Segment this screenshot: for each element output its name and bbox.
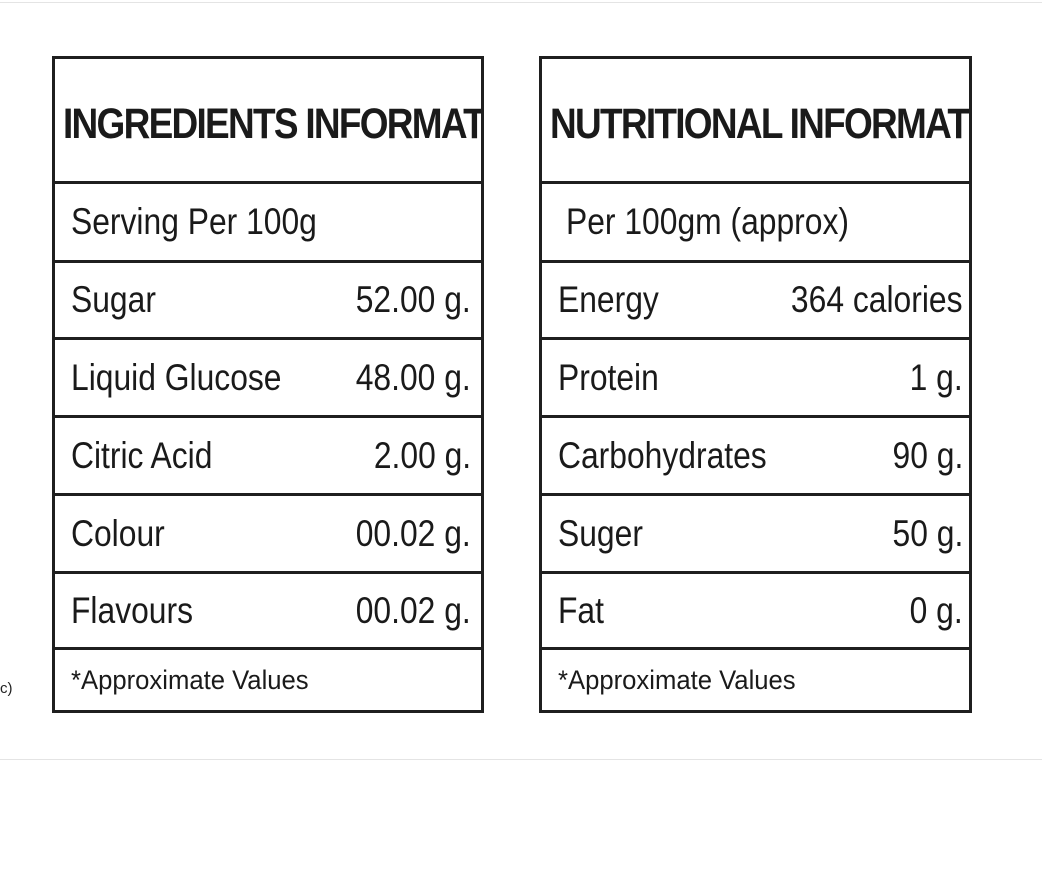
nutrient-label: Fat — [558, 589, 604, 631]
nutrition-serving-row: Per 100gm (approx) — [542, 181, 969, 260]
nutrient-value: 1 g. — [909, 356, 963, 398]
nutrient-value: 50 g. — [892, 512, 963, 554]
ingredient-value: 48.00 g. — [355, 356, 471, 398]
nutrient-value: 364 calories — [791, 279, 963, 320]
nutrient-label: Energy — [558, 279, 659, 320]
nutrition-footnote: *Approximate Values — [542, 647, 969, 710]
ingredient-row: Citric Acid 2.00 g. — [55, 415, 481, 493]
ingredient-row: Liquid Glucose 48.00 g. — [55, 337, 481, 415]
ingredient-row: Flavours 00.02 g. — [55, 571, 481, 647]
nutrition-title-text: NUTRITIONAL INFORMATION — [550, 99, 969, 148]
ingredient-value: 2.00 g. — [373, 434, 471, 476]
bottom-divider — [0, 759, 1042, 760]
nutrient-row: Energy 364 calories — [542, 260, 969, 337]
ingredients-title: INGREDIENTS INFORMATION* — [55, 59, 481, 181]
ingredient-label: Flavours — [71, 589, 194, 631]
ingredient-label: Citric Acid — [71, 434, 213, 476]
nutrition-footnote-text: *Approximate Values — [558, 664, 796, 695]
ingredient-label: Liquid Glucose — [71, 356, 282, 398]
ingredient-label: Sugar — [71, 279, 156, 320]
nutrition-serving-text: Per 100gm (approx) — [566, 201, 849, 242]
nutrient-row: Protein 1 g. — [542, 337, 969, 415]
nutrient-value: 0 g. — [909, 589, 963, 631]
nutrient-row: Suger 50 g. — [542, 493, 969, 571]
nutrition-title: NUTRITIONAL INFORMATION — [542, 59, 969, 181]
ingredients-title-text: INGREDIENTS INFORMATION* — [63, 99, 481, 148]
top-divider — [0, 2, 1042, 3]
ingredient-label: Colour — [71, 512, 165, 554]
ingredients-serving-text: Serving Per 100g — [71, 201, 317, 242]
nutritional-information-table: NUTRITIONAL INFORMATION Per 100gm (appro… — [539, 56, 972, 713]
ingredients-serving-row: Serving Per 100g — [55, 181, 481, 260]
ingredient-row: Sugar 52.00 g. — [55, 260, 481, 337]
ingredient-row: Colour 00.02 g. — [55, 493, 481, 571]
cropped-text-fragment: c) — [0, 680, 13, 697]
nutrient-label: Suger — [558, 512, 643, 554]
ingredient-value: 52.00 g. — [355, 279, 471, 320]
ingredient-value: 00.02 g. — [355, 589, 471, 631]
ingredient-value: 00.02 g. — [355, 512, 471, 554]
nutrient-row: Fat 0 g. — [542, 571, 969, 647]
nutrient-value: 90 g. — [892, 434, 963, 476]
ingredients-footnote-text: *Approximate Values — [71, 664, 309, 695]
nutrient-label: Protein — [558, 356, 659, 398]
ingredients-footnote: *Approximate Values — [55, 647, 481, 710]
nutrient-row: Carbohydrates 90 g. — [542, 415, 969, 493]
nutrient-label: Carbohydrates — [558, 434, 767, 476]
ingredients-information-table: INGREDIENTS INFORMATION* Serving Per 100… — [52, 56, 484, 713]
